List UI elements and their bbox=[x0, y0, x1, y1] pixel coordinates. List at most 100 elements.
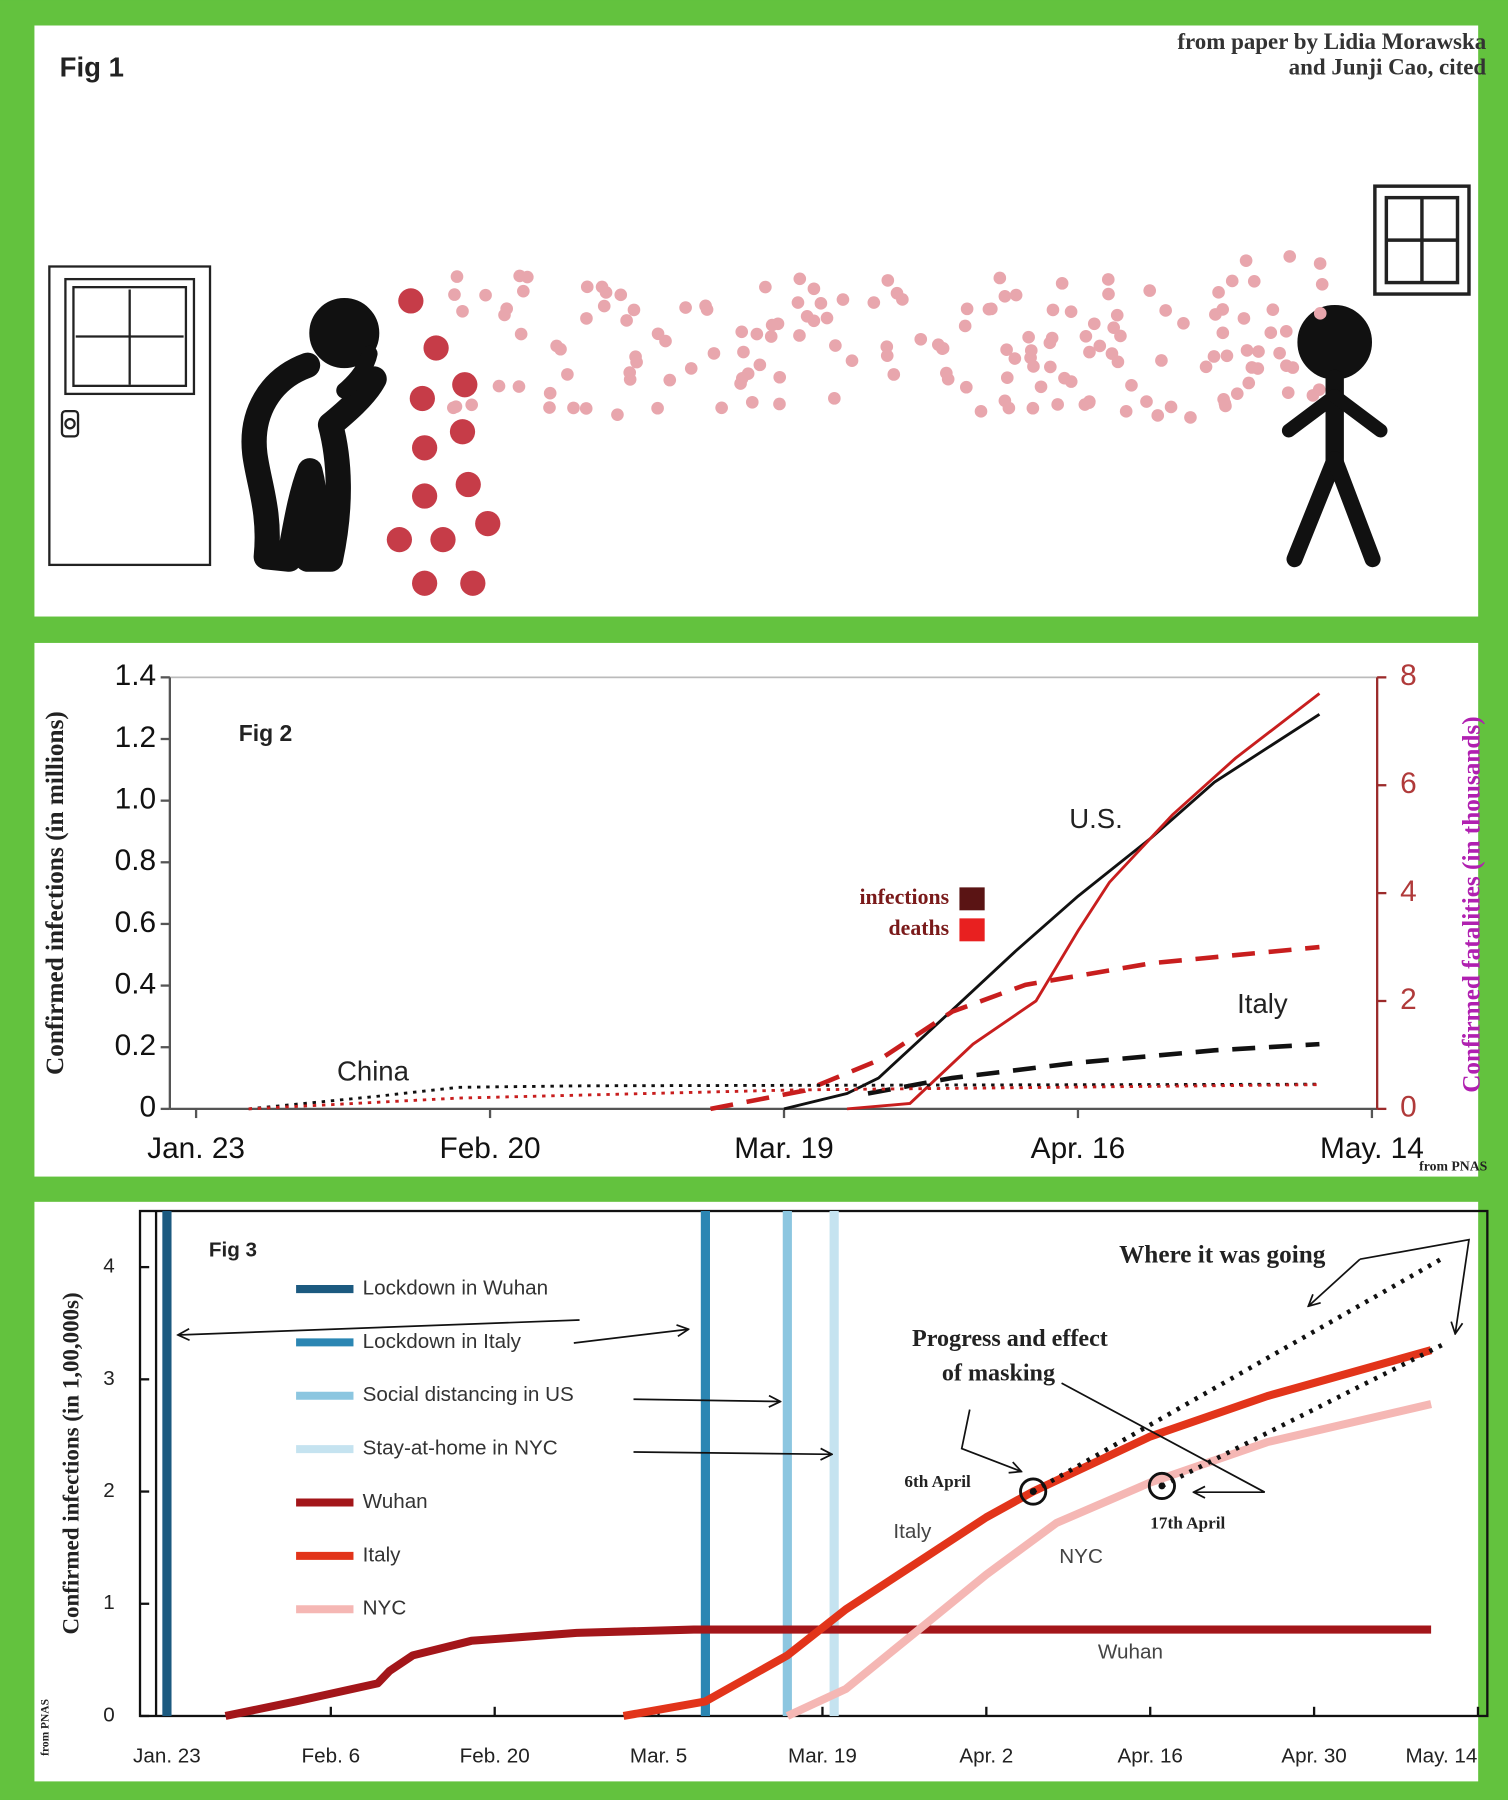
droplet bbox=[1280, 325, 1293, 338]
droplet bbox=[493, 380, 506, 393]
droplet bbox=[1047, 304, 1060, 317]
y2-tick-label: 8 bbox=[1400, 659, 1417, 692]
annotation: Progress and effect bbox=[912, 1326, 1108, 1352]
droplet bbox=[1107, 321, 1120, 334]
y-tick-label: 0.6 bbox=[115, 906, 156, 939]
droplet bbox=[932, 338, 945, 351]
droplet bbox=[611, 408, 624, 421]
droplet bbox=[759, 281, 772, 294]
droplet bbox=[460, 571, 485, 596]
marker-label: 17th April bbox=[1150, 1513, 1225, 1532]
y-tick-label: 4 bbox=[103, 1255, 114, 1278]
fig-label: Fig 2 bbox=[239, 720, 293, 746]
droplet bbox=[1056, 277, 1069, 290]
droplet bbox=[792, 296, 805, 309]
droplet bbox=[1242, 377, 1255, 390]
droplet bbox=[452, 372, 477, 397]
droplet bbox=[387, 527, 412, 552]
droplet bbox=[793, 272, 806, 285]
y-tick-label: 0.2 bbox=[115, 1029, 156, 1062]
droplet bbox=[960, 381, 973, 394]
droplet bbox=[1102, 288, 1115, 301]
x-tick-label: Jan. 23 bbox=[147, 1132, 245, 1165]
droplet bbox=[1212, 286, 1225, 299]
droplet bbox=[999, 290, 1012, 303]
droplet bbox=[1046, 332, 1059, 345]
droplet bbox=[1143, 284, 1156, 297]
droplet bbox=[773, 398, 786, 411]
droplet bbox=[1035, 380, 1048, 393]
droplet bbox=[994, 272, 1007, 285]
droplet bbox=[475, 511, 500, 536]
droplet bbox=[423, 335, 448, 360]
marker-dot bbox=[1030, 1488, 1037, 1495]
droplet bbox=[517, 285, 530, 298]
x-tick-label: May. 14 bbox=[1405, 1745, 1477, 1768]
droplet bbox=[1083, 396, 1096, 409]
droplet bbox=[651, 402, 664, 415]
droplet bbox=[1093, 340, 1106, 353]
droplet bbox=[580, 312, 593, 325]
panel-1 bbox=[34, 25, 1478, 616]
y-tick-label: 1.4 bbox=[115, 659, 156, 692]
droplet bbox=[1088, 317, 1101, 330]
credit: and Junji Cao, cited bbox=[1289, 54, 1487, 79]
y-tick-label: 0.8 bbox=[115, 844, 156, 877]
x-tick-label: Apr. 16 bbox=[1118, 1745, 1183, 1768]
droplet bbox=[1151, 409, 1164, 422]
droplet bbox=[1001, 371, 1014, 384]
droplet bbox=[521, 271, 534, 284]
droplet bbox=[736, 372, 749, 385]
droplet bbox=[1208, 350, 1221, 363]
legend-label: infections bbox=[859, 885, 949, 909]
droplet bbox=[746, 396, 759, 409]
figure: Fig 1 from paper by Lidia Morawska and J… bbox=[0, 0, 1508, 1800]
droplet bbox=[614, 289, 627, 302]
droplet bbox=[500, 302, 513, 315]
droplet bbox=[550, 340, 563, 353]
droplet bbox=[765, 330, 778, 343]
y2-tick-label: 2 bbox=[1400, 983, 1417, 1016]
droplet bbox=[600, 286, 613, 299]
x-tick-label: Jan. 23 bbox=[133, 1745, 201, 1768]
legend-label: Italy bbox=[363, 1543, 402, 1566]
legend-label: NYC bbox=[363, 1597, 407, 1620]
droplet bbox=[1314, 307, 1327, 320]
droplet bbox=[942, 373, 955, 386]
source: from PNAS bbox=[1419, 1159, 1488, 1174]
droplet bbox=[708, 347, 721, 360]
x-tick-label: Feb. 20 bbox=[439, 1132, 540, 1165]
annotation: of masking bbox=[942, 1361, 1055, 1387]
droplet bbox=[1155, 354, 1168, 367]
series-label: Italy bbox=[893, 1520, 932, 1543]
droplet bbox=[1051, 398, 1064, 411]
y-tick-label: 0 bbox=[139, 1091, 156, 1124]
droplet bbox=[544, 387, 557, 400]
droplet bbox=[1264, 326, 1277, 339]
x-tick-label: Feb. 20 bbox=[460, 1745, 530, 1768]
droplet bbox=[1231, 387, 1244, 400]
droplet bbox=[623, 366, 636, 379]
droplet bbox=[410, 386, 435, 411]
x-tick-label: Feb. 6 bbox=[302, 1745, 361, 1768]
droplet bbox=[887, 368, 900, 381]
droplet bbox=[663, 374, 676, 387]
x-tick-label: Apr. 2 bbox=[959, 1745, 1013, 1768]
fig-label: Fig 3 bbox=[209, 1239, 257, 1262]
droplet bbox=[1111, 309, 1124, 322]
annotation: Where it was going bbox=[1119, 1242, 1326, 1269]
droplet bbox=[808, 282, 821, 295]
droplet bbox=[543, 401, 556, 414]
x-tick-label: Mar. 19 bbox=[788, 1745, 857, 1768]
droplet bbox=[1102, 273, 1115, 286]
droplet bbox=[412, 435, 437, 460]
droplet bbox=[398, 288, 423, 313]
droplet bbox=[412, 483, 437, 508]
droplet bbox=[914, 333, 927, 346]
legend-label: Lockdown in Italy bbox=[363, 1330, 522, 1353]
droplet bbox=[685, 362, 698, 375]
droplet bbox=[1226, 275, 1239, 288]
droplet bbox=[1177, 317, 1190, 330]
droplet bbox=[1316, 278, 1329, 291]
droplet bbox=[1000, 343, 1013, 356]
